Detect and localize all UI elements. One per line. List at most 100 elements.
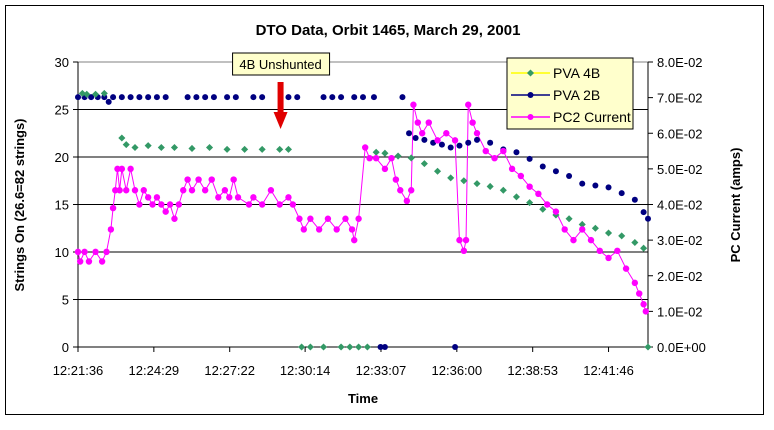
pva-2b-point bbox=[447, 144, 454, 151]
pva-2b-point bbox=[421, 136, 428, 143]
pva-2b-point bbox=[320, 94, 327, 101]
pc2-current-point bbox=[361, 144, 369, 151]
pc2-current-point bbox=[462, 236, 470, 244]
arrow-head-icon bbox=[273, 112, 288, 129]
chart-title: DTO Data, Orbit 1465, March 29, 2001 bbox=[256, 22, 521, 39]
pva-4b-point bbox=[320, 343, 328, 351]
pc2-current-point bbox=[300, 226, 308, 233]
pc2-current-point bbox=[631, 279, 639, 287]
pc2-current-point bbox=[114, 165, 121, 173]
legend-label: PC2 Current bbox=[553, 109, 631, 125]
pc2-current-point bbox=[482, 147, 489, 155]
pva-2b-point bbox=[465, 139, 472, 146]
y-tick-label: 0 bbox=[62, 340, 69, 355]
pva-2b-point bbox=[456, 142, 463, 149]
pva-2b-point bbox=[88, 94, 95, 101]
pc2-current-point bbox=[296, 215, 303, 222]
pva-2b-point bbox=[294, 94, 301, 101]
pc2-current-point bbox=[175, 201, 183, 208]
pva-2b-point bbox=[399, 94, 406, 101]
pva-4b-point bbox=[644, 343, 652, 351]
pva-2b-point bbox=[224, 94, 231, 101]
pva-2b-point bbox=[210, 94, 217, 101]
pva-2b-point bbox=[452, 344, 459, 350]
x-tick-label: 12:30:14 bbox=[280, 363, 331, 378]
pc2-current-point bbox=[342, 215, 349, 222]
pc2-current-point bbox=[552, 208, 560, 215]
y2-tick-label: 2.0E-02 bbox=[657, 269, 703, 284]
pva-2b-point bbox=[232, 94, 239, 101]
pva-4b-point bbox=[118, 134, 126, 142]
pc2-current-point bbox=[526, 183, 533, 190]
pva-4b-point bbox=[284, 145, 292, 153]
pva-4b-point bbox=[188, 144, 196, 152]
pc2-current-point bbox=[221, 187, 229, 194]
annotation-box bbox=[232, 52, 331, 76]
pc2-current-point bbox=[403, 197, 411, 205]
y-tick-label: 10 bbox=[55, 245, 69, 260]
pva-4b-point bbox=[394, 152, 402, 160]
y-tick-label: 20 bbox=[55, 150, 69, 165]
pc2-current-point bbox=[414, 119, 422, 126]
pva-4b-point bbox=[539, 205, 547, 213]
pc2-current-point bbox=[107, 226, 115, 233]
pva-2b-point bbox=[101, 94, 108, 101]
pc2-current-point bbox=[381, 165, 389, 173]
x-tick-label: 12:41:46 bbox=[583, 363, 634, 378]
pc2-current-point bbox=[267, 187, 275, 194]
pc2-current-point bbox=[561, 226, 568, 233]
pc2-current-point bbox=[285, 194, 292, 201]
pva-2b-point bbox=[487, 139, 494, 146]
pc2-current-point bbox=[392, 176, 400, 183]
pc2-current-point bbox=[333, 226, 340, 233]
pc2-current-point bbox=[109, 204, 117, 212]
pc2-current-point bbox=[579, 226, 586, 233]
pc2-current-point bbox=[226, 194, 233, 201]
pc2-current-point bbox=[166, 201, 174, 208]
pc2-current-point bbox=[425, 119, 432, 126]
pva-2b-point bbox=[370, 94, 377, 101]
pva-2b-point bbox=[618, 190, 625, 197]
y2-tick-label: 4.0E-02 bbox=[657, 198, 703, 213]
x-tick-label: 12:24:29 bbox=[129, 363, 180, 378]
pva-4b-point bbox=[447, 174, 455, 182]
pc2-current-point bbox=[112, 187, 119, 194]
legend-marker bbox=[526, 69, 535, 77]
x-tick-label: 12:27:22 bbox=[204, 363, 255, 378]
pva-2b-point bbox=[202, 94, 209, 101]
pva-2b-point bbox=[566, 173, 573, 179]
pva-2b-point bbox=[552, 168, 559, 175]
y2-tick-label: 3.0E-02 bbox=[657, 233, 703, 248]
x-tick-label: 12:21:36 bbox=[53, 363, 104, 378]
pva-4b-point bbox=[618, 232, 626, 240]
x-tick-label: 12:38:53 bbox=[507, 363, 558, 378]
pva-4b-point bbox=[473, 180, 481, 188]
pc2-current-point bbox=[418, 130, 426, 137]
pva-4b-point bbox=[434, 167, 442, 175]
pc2-current-point bbox=[123, 187, 130, 194]
pc2-current-point bbox=[451, 137, 459, 144]
pva-4b-point bbox=[565, 215, 573, 223]
pc2-current-point bbox=[397, 187, 404, 194]
pva-2b-point bbox=[105, 98, 112, 105]
pc2-current-point bbox=[605, 254, 612, 262]
pc2-current-point bbox=[614, 247, 621, 255]
pc2-current-point bbox=[570, 236, 577, 244]
pva-4b-point bbox=[512, 193, 520, 201]
pc2-current-point bbox=[351, 236, 358, 244]
pc2-current-point bbox=[473, 130, 481, 137]
x-axis-label: Time bbox=[348, 391, 378, 406]
pva-4b-point bbox=[122, 141, 130, 149]
pva-4b-point bbox=[306, 343, 314, 351]
pc2-current-point bbox=[372, 154, 380, 162]
pc2-current-point bbox=[543, 201, 551, 208]
pva-4b-point bbox=[526, 199, 534, 207]
annotation-text: 4B Unshunted bbox=[239, 57, 321, 72]
pva-2b-point bbox=[631, 196, 638, 203]
pva-2b-point bbox=[592, 182, 599, 189]
pc2-current-point bbox=[136, 201, 143, 208]
pva-2b-point bbox=[136, 94, 143, 101]
pva-2b-point bbox=[193, 94, 200, 101]
pc2-current-point bbox=[408, 187, 415, 194]
arrow-shaft bbox=[277, 82, 284, 114]
